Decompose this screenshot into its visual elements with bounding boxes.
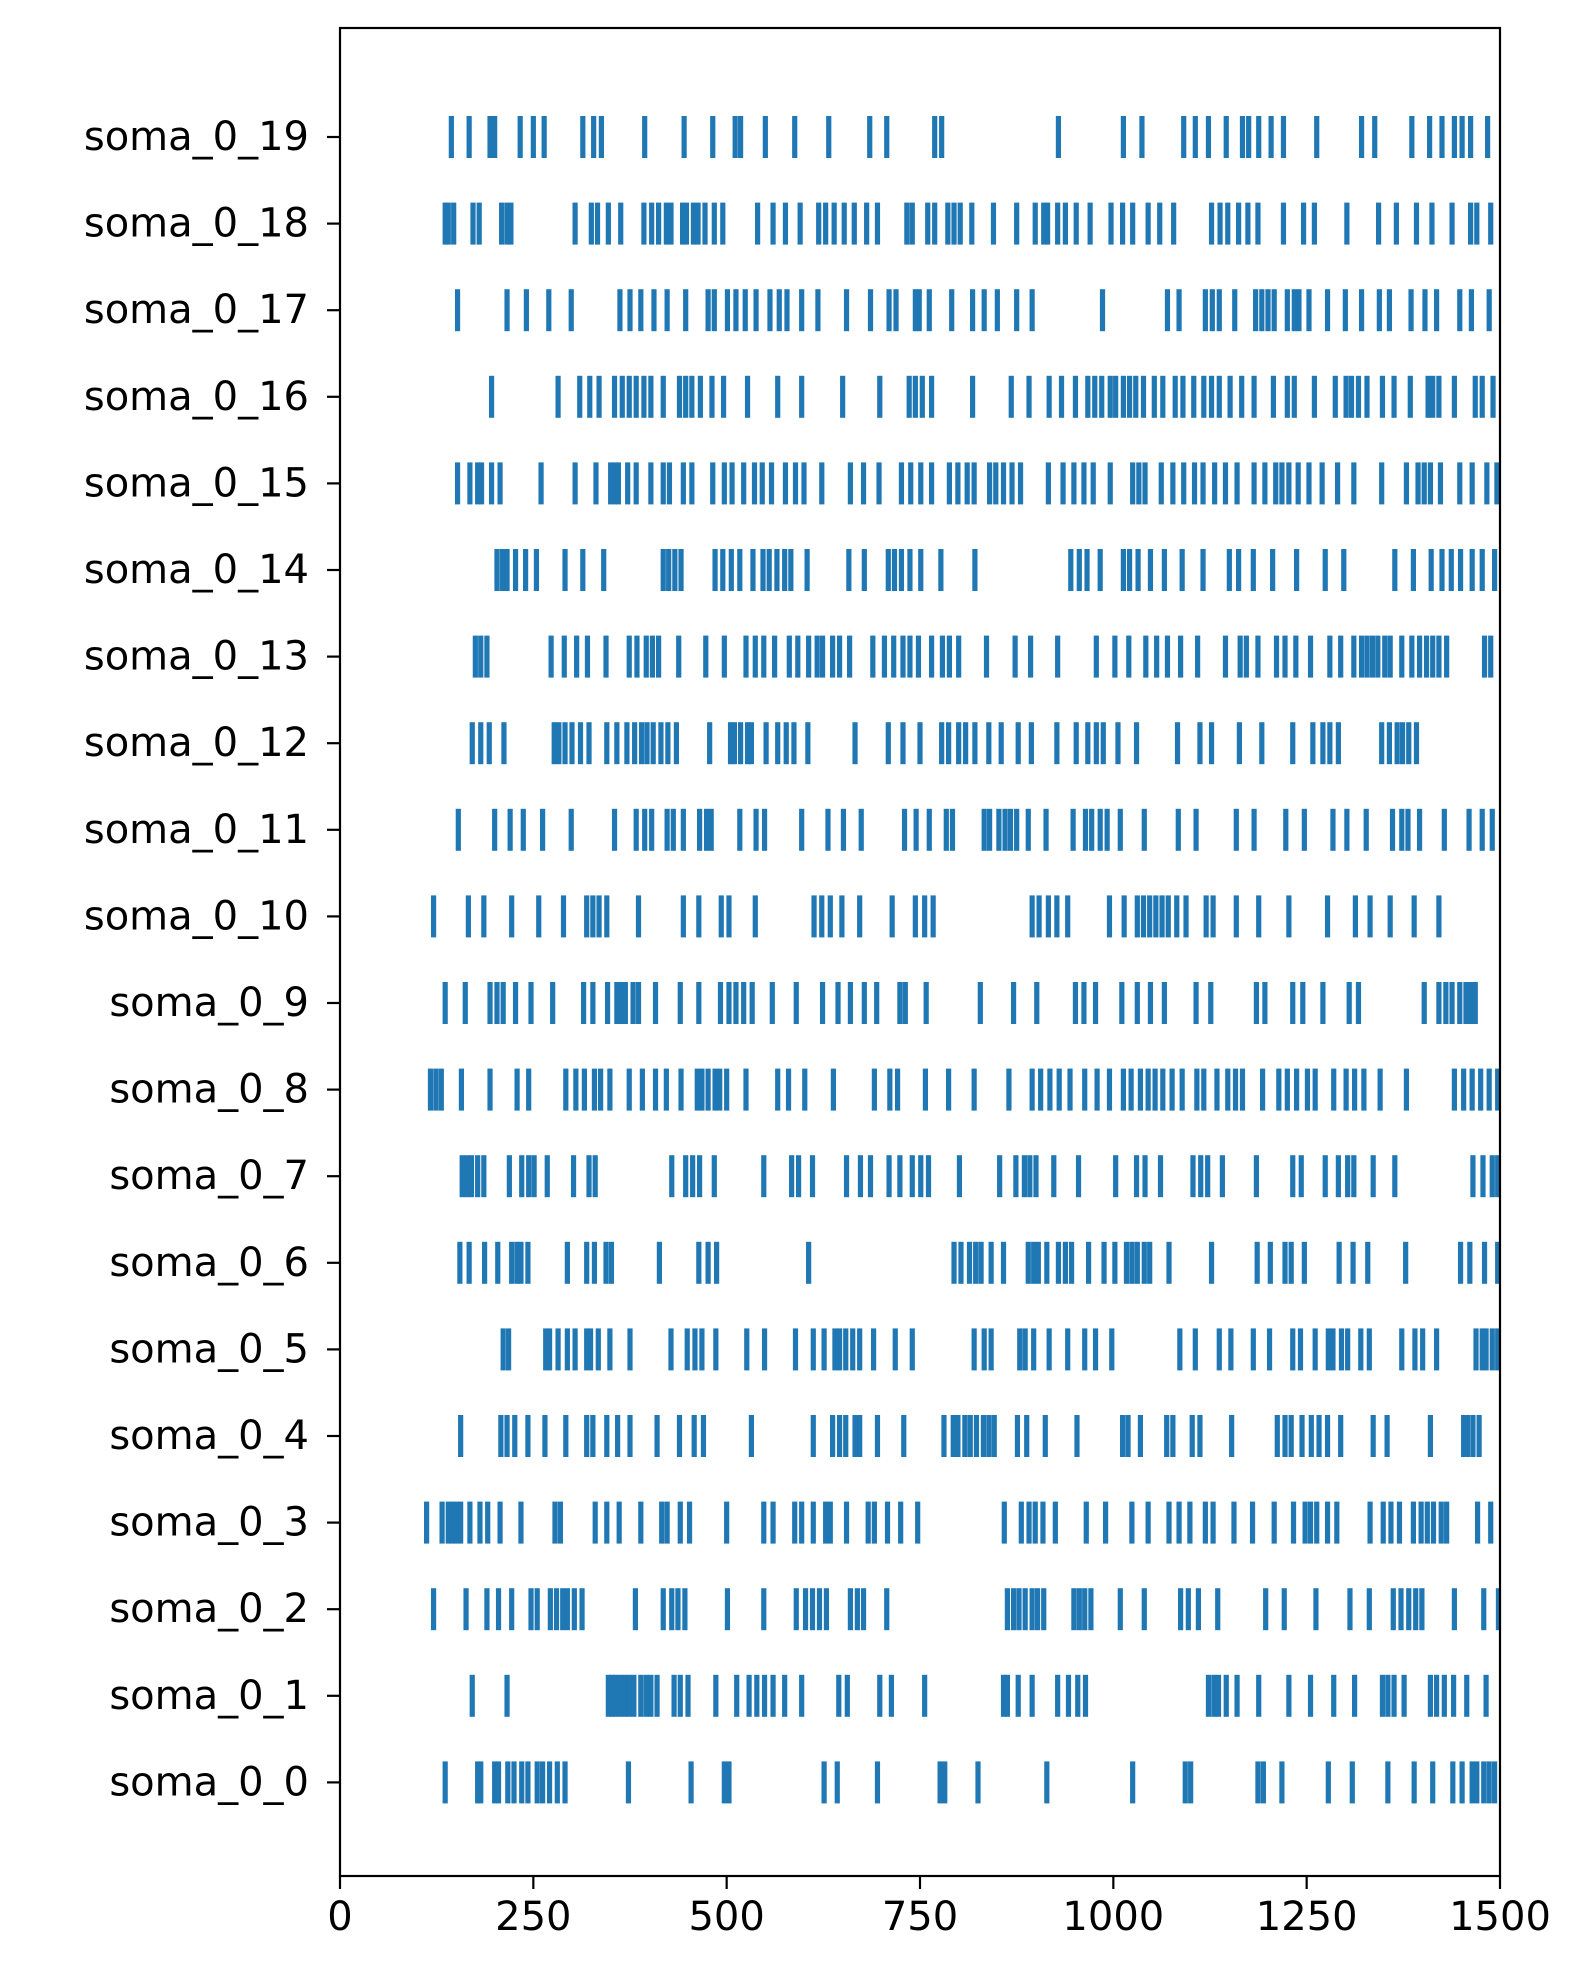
y-tick-label: soma_0_2 [109,1586,309,1632]
y-tick-label: soma_0_14 [84,547,309,593]
spike-row-soma_0_6 [457,1241,1501,1284]
spike-row-soma_0_12 [469,722,1420,765]
x-tick-label: 1000 [1062,1894,1164,1940]
spike-row-soma_0_9 [442,982,1478,1024]
spike-row-soma_0_7 [459,1155,1501,1198]
y-tick-label: soma_0_6 [109,1240,309,1286]
y-tick-label: soma_0_5 [109,1326,309,1372]
y-tick-label: soma_0_1 [109,1673,309,1719]
x-tick-label: 250 [495,1894,571,1940]
plot-area [340,28,1500,1876]
spike-row-soma_0_17 [454,289,1492,332]
x-tick-label: 750 [882,1894,958,1940]
spike-row-soma_0_5 [500,1328,1501,1371]
x-tick-label: 1500 [1449,1894,1551,1940]
spike-row-soma_0_2 [430,1588,1502,1631]
spike-row-soma_0_14 [494,549,1498,591]
spike-row-soma_0_18 [442,202,1494,245]
spike-row-soma_0_3 [424,1501,1494,1544]
y-tick-label: soma_0_4 [109,1413,309,1459]
y-tick-label: soma_0_0 [109,1759,309,1805]
y-tick-label: soma_0_11 [84,807,309,853]
spike-row-soma_0_13 [472,635,1494,678]
y-tick-label: soma_0_15 [84,460,309,506]
spike-row-soma_0_19 [448,116,1491,158]
x-tick-label: 500 [688,1894,764,1940]
y-tick-label: soma_0_13 [84,634,309,680]
spike-row-soma_0_1 [469,1674,1489,1717]
y-tick-label: soma_0_9 [109,980,309,1026]
spike-row-soma_0_8 [427,1068,1501,1111]
y-tick-label: soma_0_18 [84,201,309,247]
y-tick-label: soma_0_16 [84,374,309,420]
spike-row-soma_0_10 [430,895,1442,938]
spike-row-soma_0_11 [455,808,1495,851]
y-tick-label: soma_0_8 [109,1067,309,1113]
spike-layer [424,116,1502,1804]
spike-row-soma_0_4 [458,1415,1482,1457]
y-tick-label: soma_0_17 [84,287,309,333]
y-tick-label: soma_0_19 [84,114,309,160]
spike-row-soma_0_15 [454,462,1500,505]
y-tick-label: soma_0_7 [109,1153,309,1199]
spike-row-soma_0_16 [488,375,1496,418]
x-tick-label: 1250 [1256,1894,1358,1940]
y-tick-label: soma_0_3 [109,1500,309,1546]
y-tick-label: soma_0_12 [84,720,309,766]
spike-row-soma_0_0 [442,1761,1498,1804]
y-tick-label: soma_0_10 [84,893,309,939]
x-tick-label: 0 [327,1894,352,1940]
x-axis: 0 250 500 750 1000 1250 1500 [327,1876,1551,1940]
y-axis: soma_0_0 soma_0_1 soma_0_2 soma_0_3 soma_0_4… [84,114,340,1805]
